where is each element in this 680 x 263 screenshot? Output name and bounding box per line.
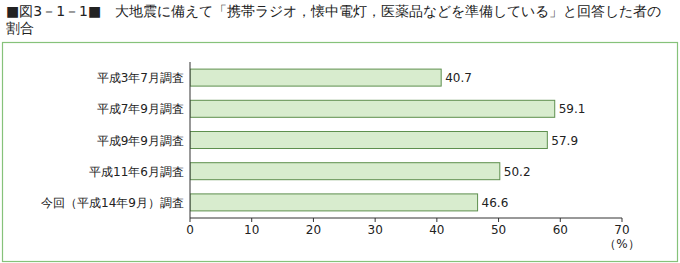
tick-label: 70 — [614, 223, 629, 237]
y-axis — [190, 62, 191, 218]
tick-label: 0 — [186, 223, 194, 237]
tick-mark — [251, 218, 252, 222]
tick-mark — [313, 218, 314, 222]
data-label: 50.2 — [504, 165, 531, 179]
category-label: 平成3年7月調査 — [97, 71, 184, 85]
tick-label: 40 — [429, 223, 444, 237]
category-label: 平成11年6月調査 — [89, 165, 184, 179]
tick-mark — [375, 218, 376, 222]
tick-label: 30 — [368, 223, 383, 237]
data-label: 46.6 — [482, 196, 509, 210]
tick-label: 10 — [244, 223, 259, 237]
bar — [190, 194, 478, 211]
data-label: 59.1 — [559, 102, 586, 116]
title: ■図3－1－1■ 大地震に備えて「携帯ラジオ，懐中電灯，医薬品などを準備している… — [6, 3, 674, 37]
data-label: 57.9 — [551, 134, 578, 148]
tick-mark — [622, 218, 623, 222]
bars — [190, 69, 555, 211]
tick-label: 50 — [491, 223, 506, 237]
tick-label: 20 — [306, 223, 321, 237]
category-label: 平成7年9月調査 — [97, 102, 184, 116]
tick-mark — [560, 218, 561, 222]
bar — [190, 132, 547, 149]
tick-mark — [190, 218, 191, 222]
data-label: 40.7 — [445, 71, 472, 85]
frame — [3, 43, 678, 262]
bar — [190, 69, 441, 86]
category-label: 平成9年9月調査 — [97, 134, 184, 148]
tick-label: 60 — [553, 223, 568, 237]
tick-mark — [436, 218, 437, 222]
bar — [190, 100, 555, 117]
x-axis-label: （%） — [604, 237, 639, 251]
category-label: 今回（平成14年9月）調査 — [41, 196, 184, 210]
chart: 40.7 平成3年7月調査 59.1 平成7年9月調査 57.9 平成9年9月調査 50.2… — [0, 0, 680, 263]
x-axis — [190, 218, 622, 219]
tick-mark — [498, 218, 499, 222]
bar — [190, 163, 500, 180]
